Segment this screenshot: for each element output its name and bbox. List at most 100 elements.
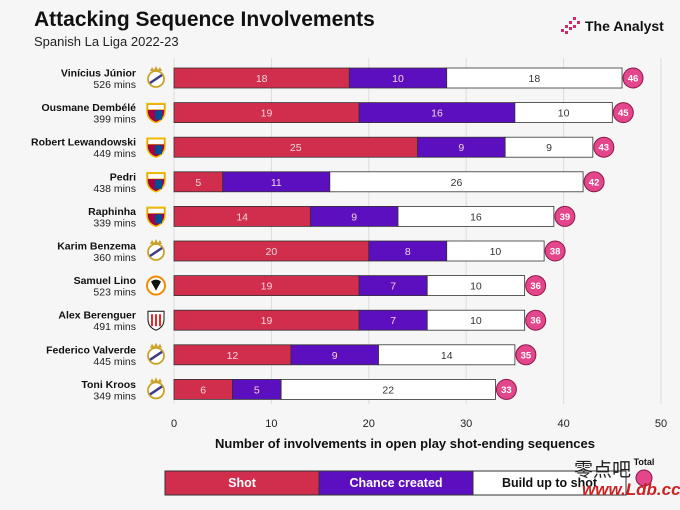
chance-segment-label: 7	[390, 281, 396, 293]
buildup-segment-label: 10	[470, 281, 482, 293]
buildup-segment	[280, 378, 496, 400]
total-badge	[554, 205, 576, 227]
page-subtitle: Spanish La Liga 2022-23	[34, 34, 179, 49]
real-madrid-band	[149, 350, 163, 361]
legend-label: Build up to shot	[502, 476, 598, 490]
chance-segment-label: 9	[458, 142, 464, 154]
buildup-segment-label: 26	[451, 177, 463, 189]
real-madrid-crown-icon	[150, 239, 162, 244]
player-minutes: 339 mins	[93, 217, 136, 229]
chance-segment-label: 10	[392, 73, 404, 85]
barcelona-crest-top	[147, 173, 165, 180]
total-value: 36	[530, 316, 541, 327]
chance-segment-label: 7	[390, 315, 396, 327]
brand-logo: The Analyst	[561, 17, 664, 35]
buildup-segment-label: 10	[490, 246, 502, 258]
barcelona-crest-stripe	[155, 110, 162, 120]
player-name: Karim Benzema	[57, 241, 136, 253]
barcelona-crest-stripe	[155, 179, 162, 189]
barcelona-crest-stripe	[155, 145, 162, 155]
real-madrid-crown-icon	[150, 66, 162, 71]
legend-chance-segment	[318, 470, 474, 496]
brand-mark-icon	[561, 17, 581, 35]
total-value: 36	[530, 281, 541, 292]
barcelona-crest-top	[147, 104, 165, 110]
total-value: 42	[589, 177, 600, 188]
shot-segment-label: 19	[261, 315, 273, 327]
player-minutes: 491 mins	[93, 321, 136, 333]
total-badge	[583, 171, 605, 193]
buildup-segment-label: 10	[470, 315, 482, 327]
buildup-segment	[397, 205, 555, 227]
chance-segment-label: 5	[254, 384, 260, 396]
player-name: Pedri	[110, 171, 136, 183]
buildup-segment	[514, 102, 613, 123]
buildup-segment-label: 22	[382, 384, 394, 396]
real-madrid-band	[149, 246, 163, 258]
watermark-url: www.Ldb.cc	[582, 480, 680, 499]
real-madrid-band	[149, 385, 163, 396]
buildup-segment-label: 9	[546, 142, 552, 154]
barcelona-crest-top	[147, 138, 165, 145]
barcelona-crest-top	[147, 208, 165, 214]
player-name: Ousmane Dembélé	[41, 102, 136, 114]
shot-segment-label: 19	[261, 281, 273, 293]
legend-label: Chance created	[349, 476, 442, 490]
shot-segment-label: 19	[261, 108, 273, 120]
real-madrid-crown-icon	[150, 377, 162, 383]
player-name: Vinícius Júnior	[61, 68, 136, 80]
total-badge	[525, 309, 547, 331]
shot-segment-label: 5	[195, 177, 201, 189]
valencia-bat-icon	[151, 279, 161, 291]
athletic-crest-stripe	[151, 314, 153, 327]
shot-segment-label: 6	[200, 384, 206, 396]
total-badge	[495, 378, 517, 400]
player-minutes: 399 mins	[93, 114, 136, 126]
total-value: 38	[550, 247, 561, 258]
player-name: Toni Kroos	[81, 379, 136, 391]
player-minutes: 526 mins	[93, 79, 136, 91]
total-badge	[544, 240, 566, 262]
player-minutes: 438 mins	[93, 183, 136, 195]
buildup-segment-label: 10	[558, 108, 570, 120]
watermark-chars: 零点吧	[574, 459, 632, 481]
player-minutes: 349 mins	[93, 390, 136, 402]
x-tick-label: 0	[171, 418, 177, 430]
buildup-segment	[426, 309, 526, 331]
chance-segment-label: 9	[351, 211, 357, 223]
total-value: 35	[521, 350, 532, 361]
barcelona-crest-stripe	[155, 214, 162, 224]
player-minutes: 449 mins	[93, 148, 136, 160]
player-name: Robert Lewandowski	[31, 137, 136, 149]
shot-segment-label: 12	[227, 350, 239, 362]
buildup-segment-label: 16	[470, 211, 482, 223]
buildup-segment	[426, 275, 526, 297]
brand-name: The Analyst	[585, 18, 664, 34]
real-madrid-crown-icon	[150, 342, 162, 348]
shot-segment-label: 14	[236, 211, 248, 223]
real-madrid-band	[149, 73, 163, 85]
x-axis: 0 10 20 30 40 50	[171, 418, 667, 430]
total-badge	[593, 136, 615, 158]
total-value: 45	[618, 108, 629, 119]
x-tick-label: 30	[460, 418, 472, 430]
chance-segment-label: 16	[431, 108, 443, 120]
shot-segment-label: 20	[266, 246, 278, 258]
legend-buildup-segment	[472, 470, 627, 496]
x-tick-label: 40	[557, 418, 569, 430]
shot-segment-label: 18	[256, 73, 268, 85]
player-name: Raphinha	[88, 206, 136, 218]
legend-label: Shot	[228, 476, 257, 490]
chance-segment-label: 9	[332, 350, 338, 362]
legend-total-label: Total	[634, 457, 655, 467]
x-tick-label: 50	[655, 418, 667, 430]
